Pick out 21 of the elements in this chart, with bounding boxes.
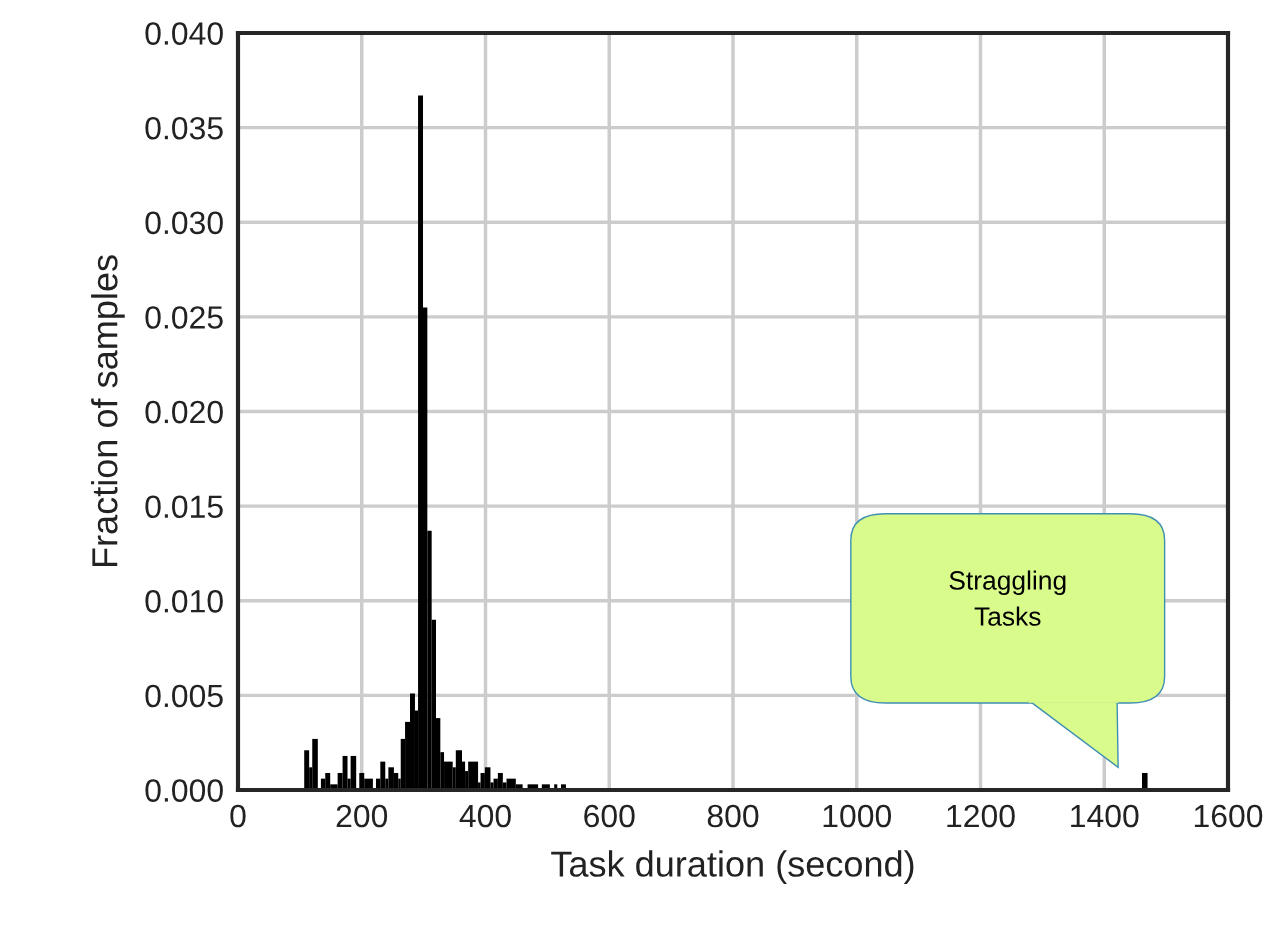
y-tick-label: 0.000 xyxy=(145,779,223,802)
x-tick-label: 0 xyxy=(230,804,246,828)
y-tick-label: 0.015 xyxy=(145,495,223,519)
y-tick-label: 0.020 xyxy=(145,400,223,424)
x-tick-label: 1600 xyxy=(1194,804,1263,828)
x-axis-title: Task duration (second) xyxy=(551,850,914,884)
x-tick-label: 200 xyxy=(336,804,388,828)
x-tick-label: 1400 xyxy=(1071,804,1139,828)
y-axis-title: Fraction of samples xyxy=(91,255,125,567)
x-tick-label: 800 xyxy=(707,804,759,828)
y-tick-label: 0.005 xyxy=(145,684,223,708)
x-tick-label: 400 xyxy=(459,804,511,828)
y-tick-label: 0.010 xyxy=(145,590,223,613)
y-tick-label: 0.030 xyxy=(145,211,223,235)
x-tick-label: 1000 xyxy=(823,804,892,828)
y-tick-label: 0.025 xyxy=(145,306,223,329)
annotation: Straggling Tasks xyxy=(949,570,1066,626)
y-tick-label: 0.035 xyxy=(145,116,223,140)
x-tick-label: 1200 xyxy=(947,804,1015,828)
y-tick-label: 0.040 xyxy=(145,22,223,45)
x-tick-label: 600 xyxy=(584,804,635,828)
